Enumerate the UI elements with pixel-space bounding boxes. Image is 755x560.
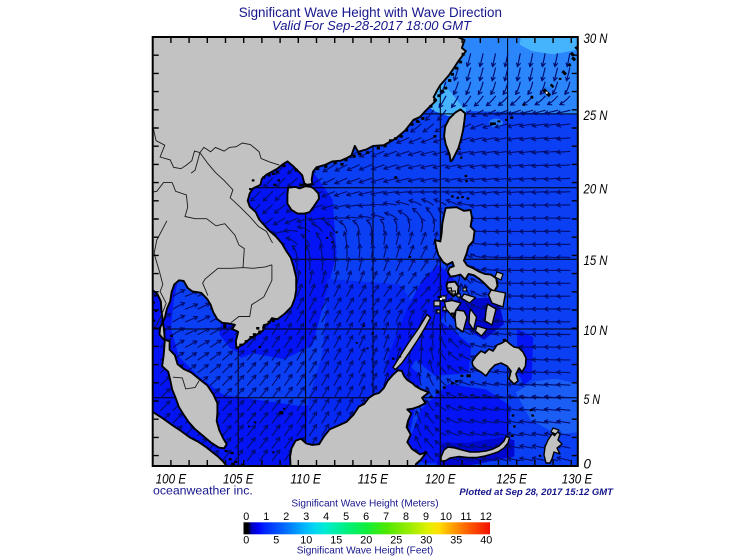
svg-text:30 N: 30 N <box>584 31 608 46</box>
svg-text:4: 4 <box>323 511 329 523</box>
svg-text:7: 7 <box>383 511 389 523</box>
svg-text:oceanweather inc.: oceanweather inc. <box>153 484 253 498</box>
svg-text:Plotted at Sep 28, 2017 15:12: Plotted at Sep 28, 2017 15:12 GMT <box>459 487 614 498</box>
svg-text:6: 6 <box>363 511 369 523</box>
svg-text:120 E: 120 E <box>425 471 456 487</box>
svg-text:Valid For Sep-28-2017 18:00 GM: Valid For Sep-28-2017 18:00 GMT <box>272 18 472 33</box>
svg-text:11: 11 <box>460 511 471 523</box>
svg-text:1: 1 <box>263 511 269 523</box>
svg-text:5 N: 5 N <box>584 392 601 407</box>
svg-text:40: 40 <box>480 535 492 547</box>
svg-text:15 N: 15 N <box>584 253 608 268</box>
svg-text:105 E: 105 E <box>223 471 254 487</box>
svg-text:110 E: 110 E <box>290 471 321 487</box>
svg-text:130 E: 130 E <box>562 471 593 487</box>
svg-text:10 N: 10 N <box>584 323 608 338</box>
svg-text:125 E: 125 E <box>496 471 527 487</box>
svg-text:2: 2 <box>283 511 289 523</box>
svg-text:8: 8 <box>403 511 409 523</box>
svg-text:20 N: 20 N <box>583 182 608 197</box>
svg-text:0: 0 <box>243 511 249 523</box>
svg-text:Significant Wave Height (Feet): Significant Wave Height (Feet) <box>297 545 434 556</box>
svg-text:3: 3 <box>303 511 309 523</box>
svg-text:12: 12 <box>480 511 492 523</box>
svg-text:35: 35 <box>450 535 462 547</box>
svg-text:9: 9 <box>423 511 429 523</box>
svg-text:5: 5 <box>343 511 349 523</box>
svg-text:15: 15 <box>330 535 342 547</box>
svg-text:25: 25 <box>390 535 402 547</box>
svg-text:20: 20 <box>360 535 372 547</box>
svg-text:100 E: 100 E <box>156 471 187 487</box>
svg-text:0: 0 <box>584 457 592 472</box>
svg-text:5: 5 <box>273 535 279 547</box>
svg-text:115 E: 115 E <box>358 471 389 487</box>
svg-text:0: 0 <box>243 535 249 547</box>
svg-text:10: 10 <box>440 511 452 523</box>
svg-text:Significant Wave Height with W: Significant Wave Height with Wave Direct… <box>239 5 502 20</box>
svg-text:25 N: 25 N <box>583 108 608 123</box>
svg-text:Significant Wave Height (Meter: Significant Wave Height (Meters) <box>291 498 438 509</box>
svg-text:10: 10 <box>300 535 312 547</box>
svg-text:30: 30 <box>420 535 432 547</box>
